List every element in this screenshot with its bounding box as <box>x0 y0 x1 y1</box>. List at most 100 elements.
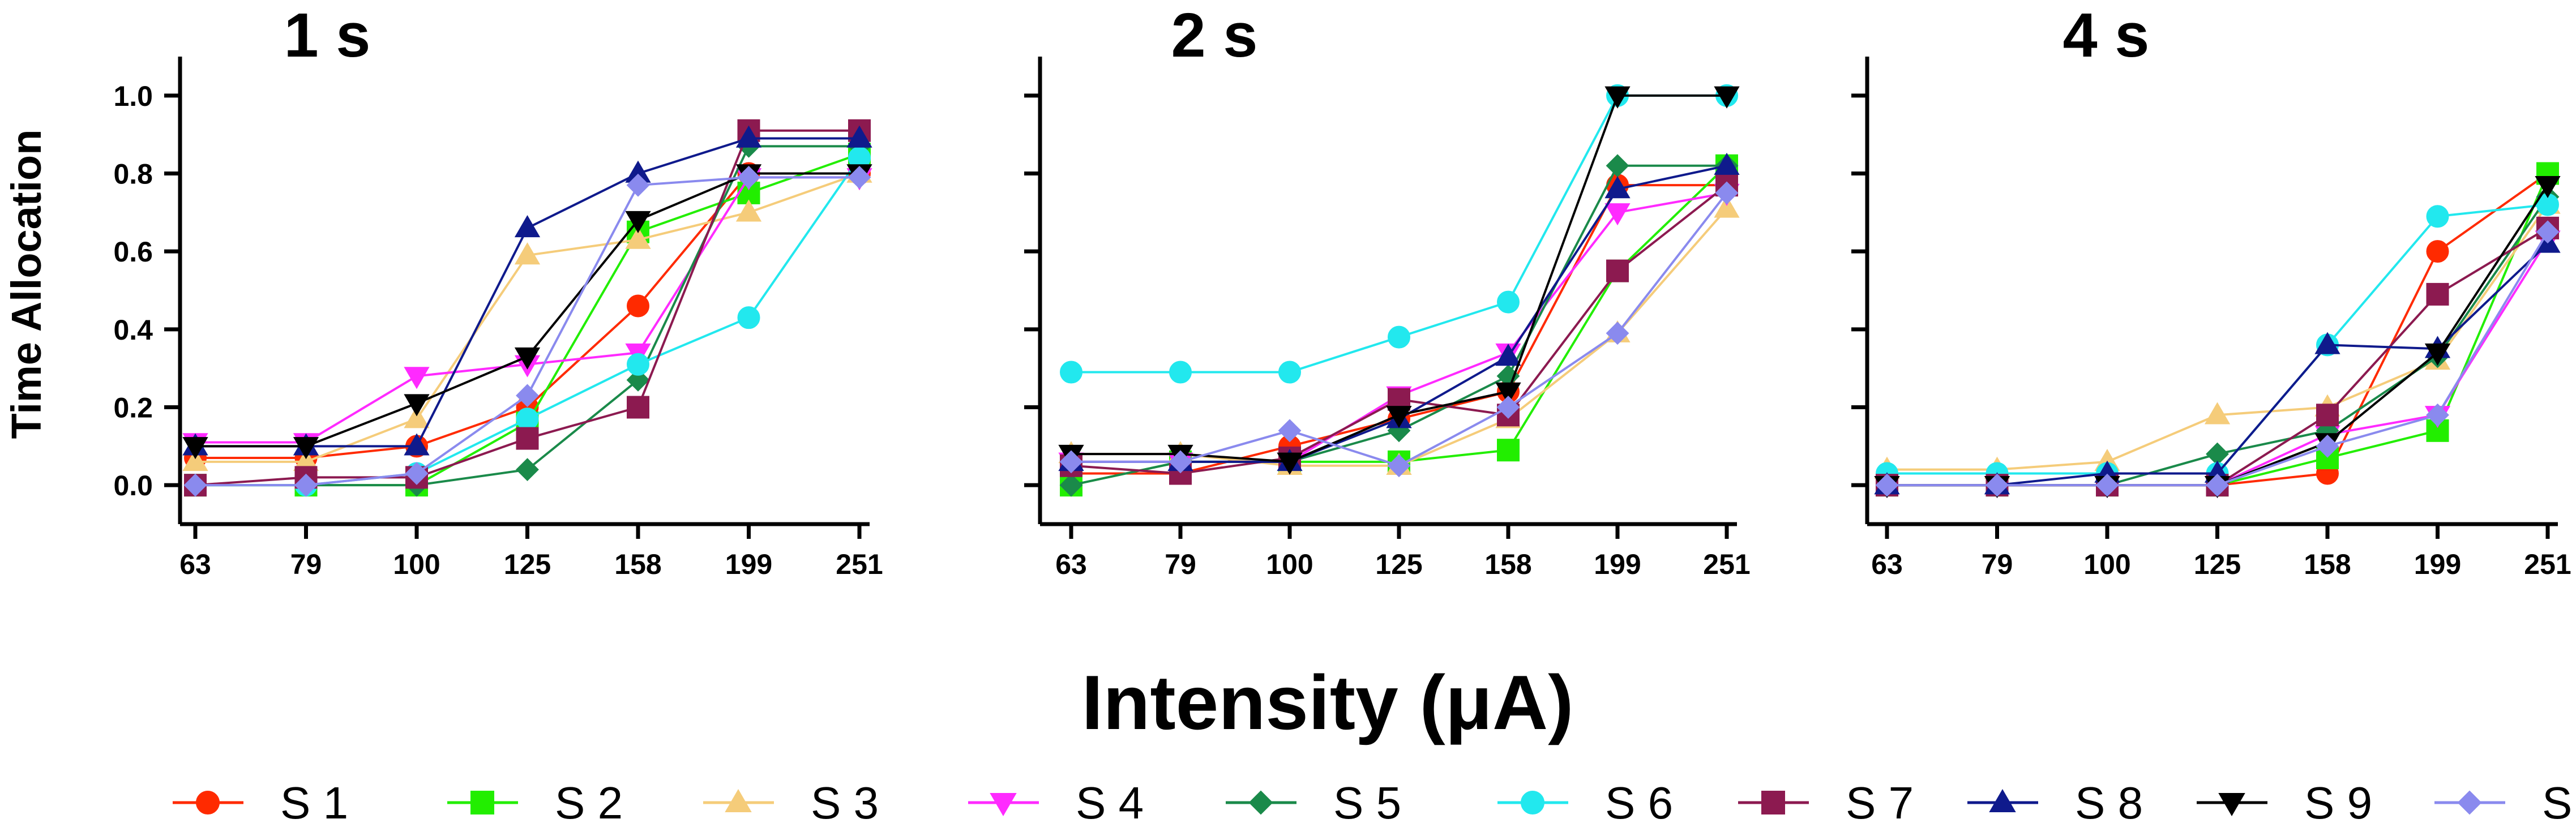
y-tick-label: 1.0 <box>113 80 153 112</box>
data-point <box>1604 86 1631 109</box>
data-point <box>1169 361 1192 384</box>
data-point <box>2535 175 2561 199</box>
data-point <box>1278 361 1301 384</box>
panel-series <box>1058 84 1740 497</box>
data-point <box>1059 450 1083 474</box>
panel-axes: 63 79 100 125 158 199 251 <box>1851 57 2571 580</box>
legend-marker <box>990 793 1017 816</box>
data-point <box>1277 452 1303 475</box>
x-tick-label: 63 <box>179 548 211 580</box>
data-point <box>2426 403 2449 427</box>
panel-4s: 4 s 63 79 100 125 158 199 251 <box>1851 1 2571 580</box>
y-tick-label: 0.2 <box>113 392 153 424</box>
x-tick-label: 125 <box>504 548 551 580</box>
legend-label: S 3 <box>811 778 879 828</box>
series-s10 <box>1875 220 2560 497</box>
legend-marker <box>196 791 220 814</box>
x-tick-label: 199 <box>1594 548 1641 580</box>
legend-item-s10: S 10 <box>2434 778 2576 828</box>
legend-marker <box>1521 791 1544 814</box>
panel-series <box>182 119 872 497</box>
data-point <box>1495 382 1521 405</box>
x-tick-label: 100 <box>393 548 440 580</box>
legend-item-s2: S 2 <box>447 778 623 828</box>
panel-title: 2 s <box>1171 1 1258 70</box>
legend-item-s7: S 7 <box>1738 778 1914 828</box>
data-point <box>183 473 207 497</box>
data-point <box>516 458 539 482</box>
legend: S 1 S 2 S 3 S 4 S 5 S 6 S 7 S 8 S 9 S 10 <box>173 778 2576 828</box>
data-point <box>404 433 430 456</box>
data-point <box>1606 259 1629 282</box>
data-point <box>1714 152 1740 175</box>
data-point <box>182 448 208 471</box>
data-point <box>1606 321 1629 345</box>
series-s10 <box>1059 181 1739 478</box>
data-point <box>1714 195 1740 218</box>
legend-marker <box>470 791 494 814</box>
data-point <box>2316 434 2339 458</box>
data-point <box>1059 473 1083 497</box>
legend-label: S 1 <box>280 778 348 828</box>
data-point <box>2426 282 2449 306</box>
data-point <box>1496 396 1520 419</box>
data-point <box>2536 220 2560 244</box>
data-point <box>846 125 872 148</box>
x-axis-label: Intensity (μA) <box>1082 659 1574 745</box>
legend-marker <box>1989 789 2016 812</box>
x-tick-label: 79 <box>1982 548 2013 580</box>
data-point <box>1714 86 1740 109</box>
data-point <box>627 396 649 419</box>
data-point <box>1497 290 1520 314</box>
legend-item-s1: S 1 <box>173 778 348 828</box>
data-point <box>626 173 650 197</box>
data-point <box>625 211 651 233</box>
panel-axes: 63 79 100 125 158 199 251 <box>1024 57 1751 580</box>
panel-2s: 2 s 63 79 100 125 158 199 251 <box>1024 1 1751 580</box>
data-point <box>1715 181 1739 205</box>
data-point <box>1986 473 2009 497</box>
x-tick-label: 125 <box>1375 548 1422 580</box>
data-point <box>848 165 871 189</box>
data-point <box>735 125 762 148</box>
data-point <box>2426 205 2449 228</box>
x-tick-label: 251 <box>2524 548 2571 580</box>
panel-1s: 1 s 0.0 0.2 0.4 0.6 0.8 1.0 63 79 100 125 158 199 25… <box>113 1 883 580</box>
x-tick-label: 100 <box>2083 548 2130 580</box>
legend-marker <box>2457 790 2482 815</box>
legend-label: S 9 <box>2304 778 2372 828</box>
x-tick-label: 100 <box>1266 548 1313 580</box>
data-point <box>1604 176 1631 199</box>
x-tick-label: 158 <box>2304 548 2351 580</box>
data-point <box>627 353 649 376</box>
legend-label: S 10 <box>2542 778 2576 828</box>
legend-label: S 4 <box>1076 778 1144 828</box>
panel-series <box>1874 162 2561 499</box>
data-point <box>1386 406 1412 428</box>
data-point <box>516 427 539 450</box>
data-point <box>2204 402 2231 425</box>
x-tick-label: 199 <box>725 548 772 580</box>
x-tick-label: 79 <box>290 548 322 580</box>
legend-item-s9: S 9 <box>2197 778 2372 828</box>
x-tick-label: 79 <box>1165 548 1196 580</box>
data-point <box>1497 439 1520 462</box>
data-point <box>2206 473 2229 497</box>
panel-title: 1 s <box>284 1 371 70</box>
data-point <box>1387 454 1411 478</box>
data-point <box>737 165 760 189</box>
data-point <box>1169 450 1192 474</box>
data-point <box>182 437 208 460</box>
legend-marker <box>725 789 752 812</box>
data-point <box>514 242 541 265</box>
x-tick-label: 158 <box>1484 548 1531 580</box>
legend-label: S 8 <box>2075 778 2143 828</box>
x-tick-label: 125 <box>2194 548 2241 580</box>
data-point <box>1875 473 1899 497</box>
legend-label: S 2 <box>555 778 623 828</box>
y-tick-label: 0.4 <box>113 314 153 346</box>
data-point <box>404 367 430 389</box>
x-tick-label: 251 <box>836 548 883 580</box>
x-tick-label: 63 <box>1055 548 1087 580</box>
